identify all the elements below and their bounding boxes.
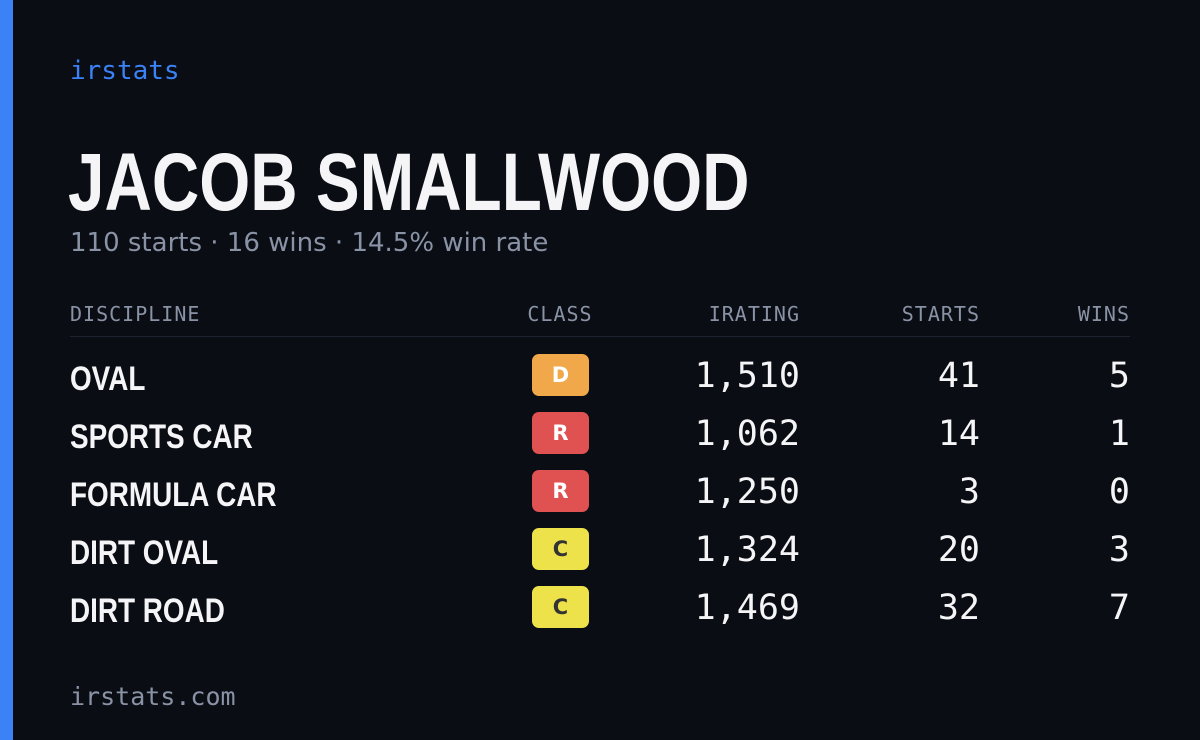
irating-value: 1,062	[694, 414, 800, 454]
irating-value: 1,250	[694, 472, 800, 512]
discipline-name: OVAL	[70, 360, 146, 398]
starts-value: 32	[937, 588, 980, 628]
header-class: CLASS	[527, 302, 593, 326]
wins-value: 7	[1108, 588, 1130, 628]
brand-logo: irstats	[70, 56, 180, 86]
header-divider	[70, 336, 1130, 337]
discipline-name: FORMULA CAR	[70, 476, 277, 514]
class-badge: R	[532, 412, 589, 454]
header-starts: STARTS	[901, 302, 980, 326]
table-row: OVAL D 1,510 41 5	[0, 354, 1200, 412]
discipline-name: DIRT OVAL	[70, 534, 219, 572]
wins-value: 0	[1108, 472, 1130, 512]
table-row: SPORTS CAR R 1,062 14 1	[0, 412, 1200, 470]
wins-value: 3	[1108, 530, 1130, 570]
class-badge: C	[532, 586, 589, 628]
table-row: DIRT ROAD C 1,469 32 7	[0, 586, 1200, 644]
class-badge: D	[532, 354, 589, 396]
table-row: FORMULA CAR R 1,250 3 0	[0, 470, 1200, 528]
discipline-name: SPORTS CAR	[70, 418, 253, 456]
irating-value: 1,510	[694, 356, 800, 396]
accent-bar	[0, 0, 13, 740]
starts-value: 3	[958, 472, 980, 512]
header-irating: IRATING	[708, 302, 800, 326]
table-row: DIRT OVAL C 1,324 20 3	[0, 528, 1200, 586]
starts-value: 20	[937, 530, 980, 570]
irating-value: 1,469	[694, 588, 800, 628]
footer-url: irstats.com	[70, 682, 236, 711]
class-badge: C	[532, 528, 589, 570]
starts-value: 41	[937, 356, 980, 396]
driver-summary: 110 starts · 16 wins · 14.5% win rate	[70, 228, 549, 258]
driver-name: JACOB SMALLWOOD	[68, 137, 750, 228]
irating-value: 1,324	[694, 530, 800, 570]
wins-value: 5	[1108, 356, 1130, 396]
discipline-name: DIRT ROAD	[70, 592, 225, 630]
starts-value: 14	[937, 414, 980, 454]
header-discipline: DISCIPLINE	[70, 302, 201, 326]
wins-value: 1	[1108, 414, 1130, 454]
class-badge: R	[532, 470, 589, 512]
header-wins: WINS	[1077, 302, 1130, 326]
